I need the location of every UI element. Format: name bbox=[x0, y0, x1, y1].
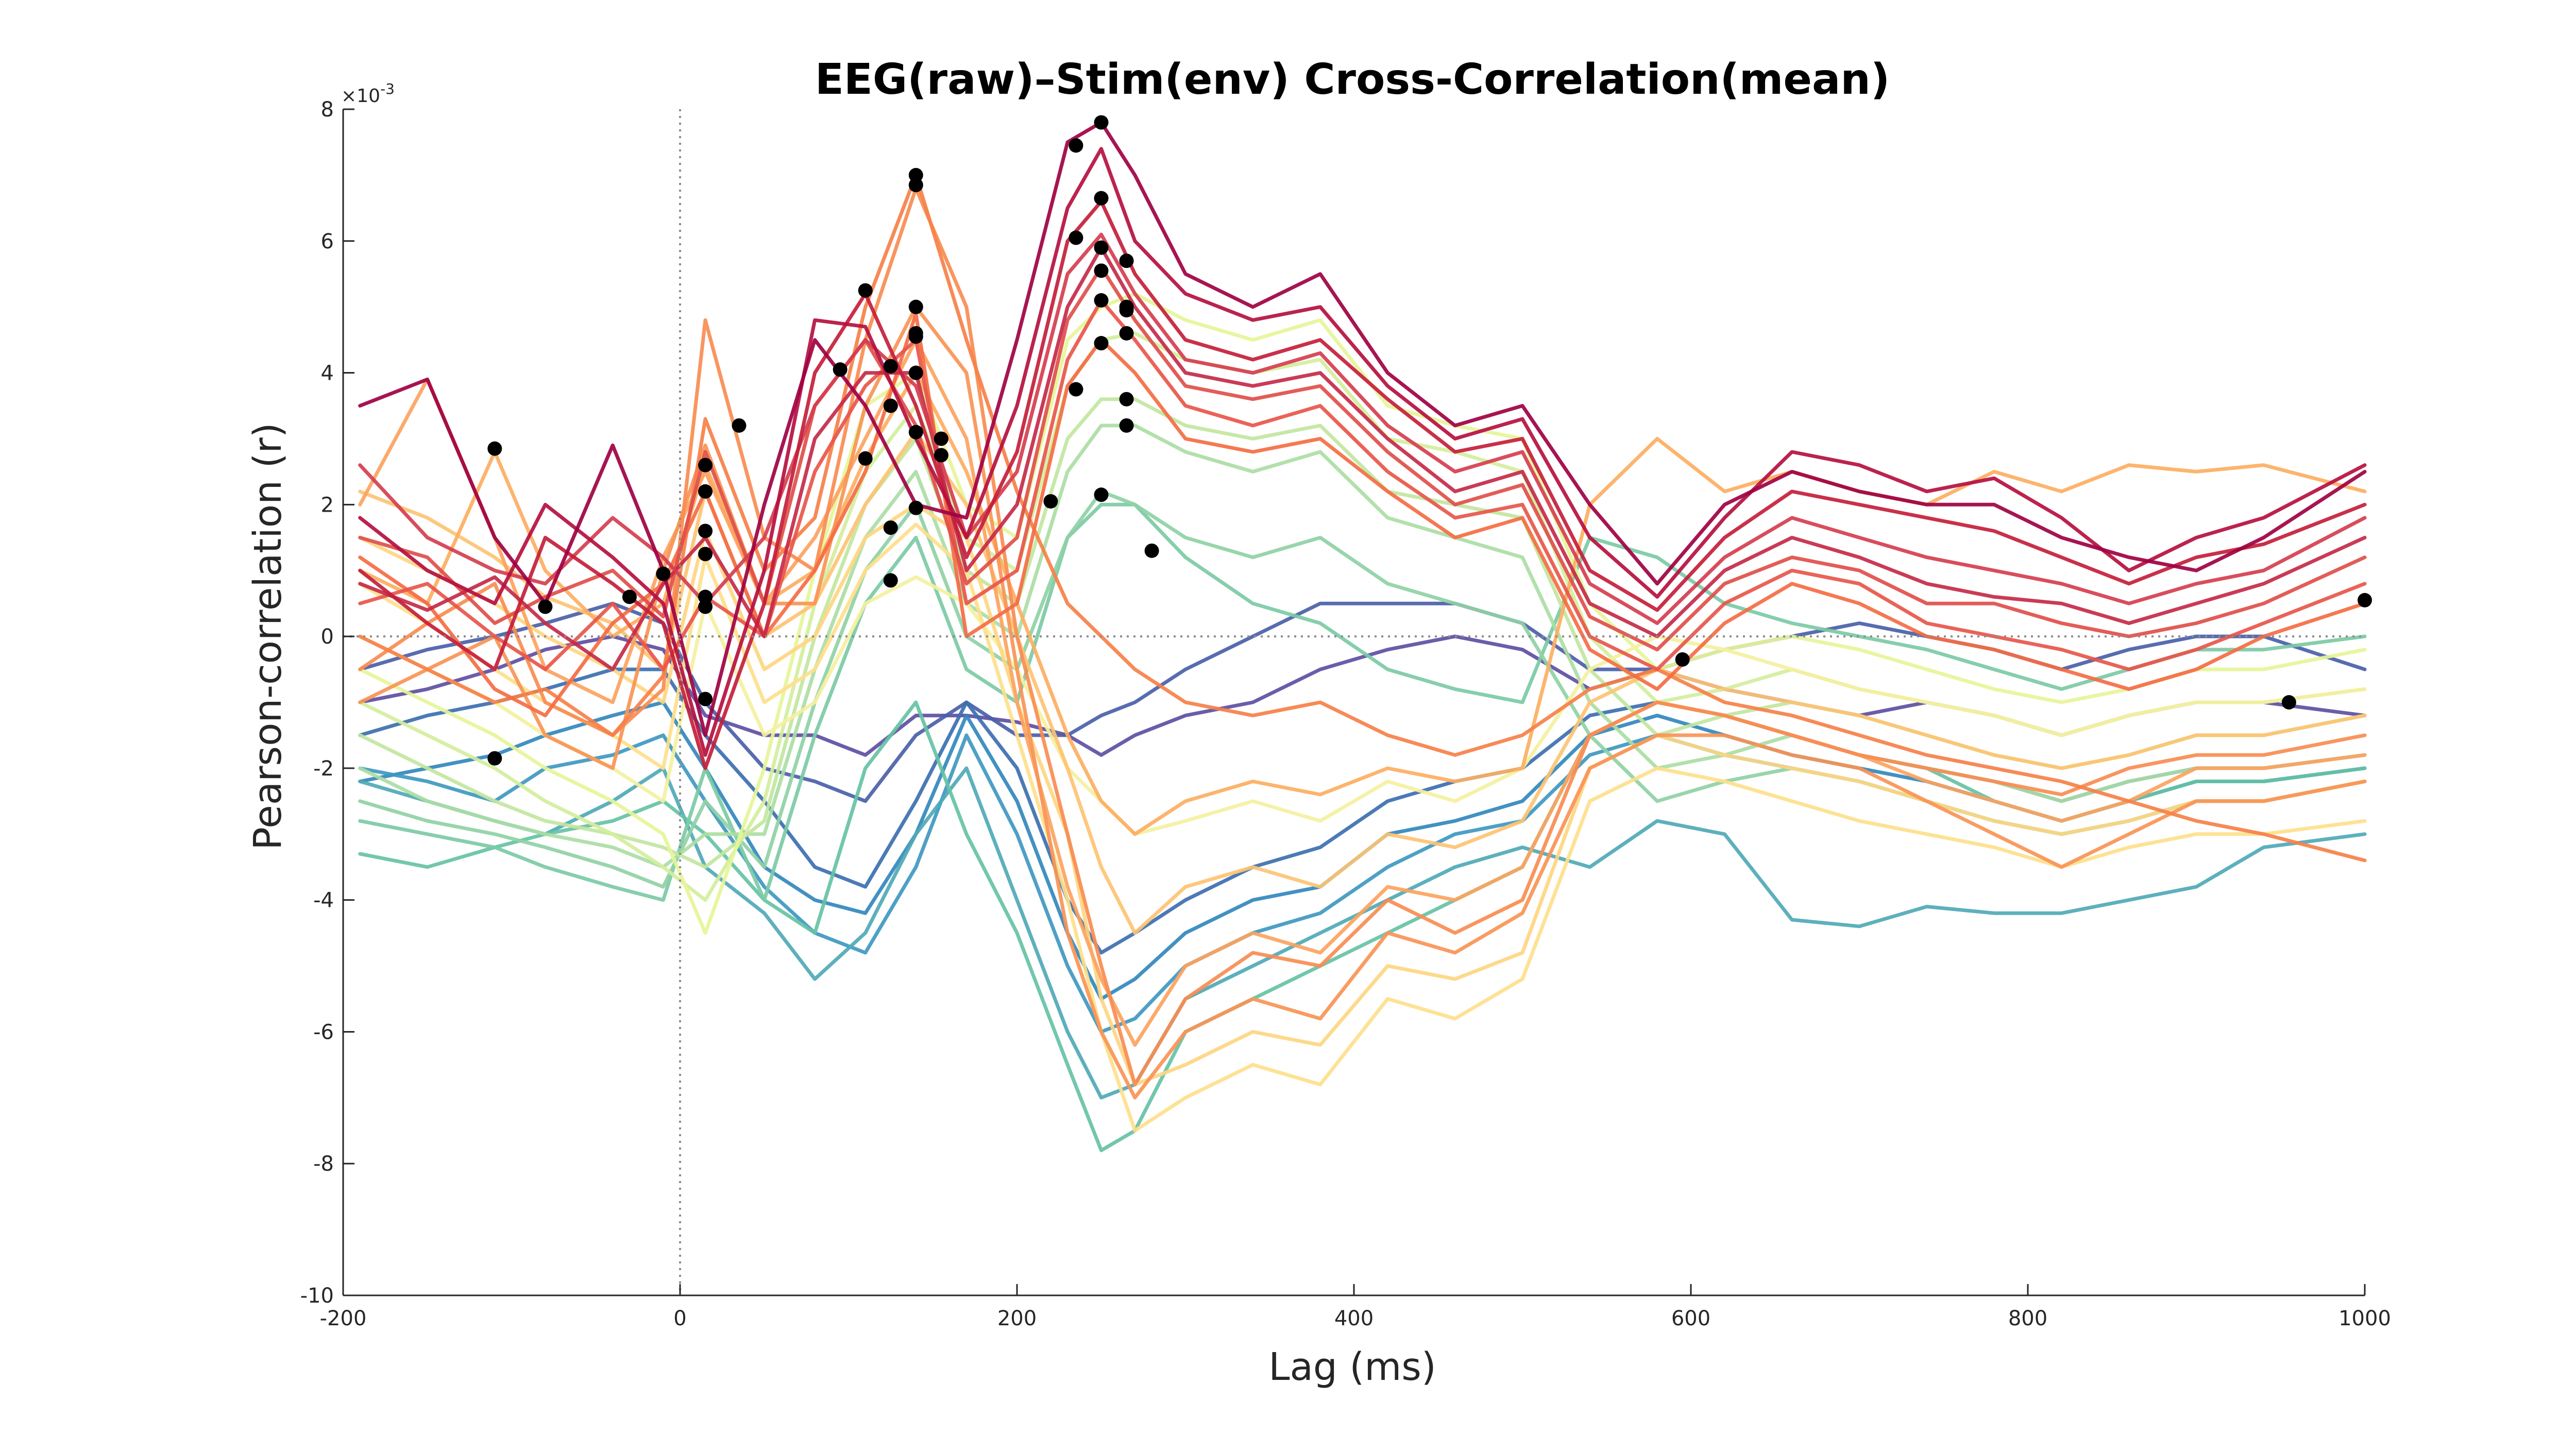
y-tick-label: -4 bbox=[313, 889, 334, 913]
y-axis-label: Pearson-correlation (r) bbox=[246, 423, 290, 850]
plot-lines bbox=[358, 121, 2367, 1153]
series-line bbox=[358, 187, 2367, 1087]
peak-marker bbox=[908, 299, 923, 314]
y-tick-label: 6 bbox=[321, 230, 334, 254]
y-exponent-base: ×10 bbox=[341, 86, 380, 107]
peak-marker bbox=[1144, 543, 1159, 558]
peak-marker bbox=[732, 418, 747, 433]
peak-marker bbox=[1094, 191, 1109, 206]
y-tick-label: 8 bbox=[321, 98, 334, 122]
series-line bbox=[358, 265, 2367, 652]
zero-lines bbox=[343, 109, 2365, 1295]
y-tick-label: -10 bbox=[300, 1284, 334, 1308]
peak-marker bbox=[698, 484, 713, 499]
series-line bbox=[358, 121, 2367, 737]
peak-marker bbox=[1069, 138, 1083, 153]
peak-marker bbox=[908, 326, 923, 341]
series-line bbox=[358, 575, 2367, 836]
series-line bbox=[358, 298, 2367, 671]
series-line bbox=[358, 232, 2367, 625]
peak-marker bbox=[883, 398, 898, 413]
x-tick-label: 1000 bbox=[2338, 1307, 2391, 1330]
peak-marker bbox=[698, 691, 713, 706]
y-tick-label: -2 bbox=[313, 757, 334, 781]
series-line bbox=[358, 173, 2367, 863]
peak-marker bbox=[656, 566, 671, 581]
peak-marker bbox=[622, 589, 637, 604]
y-tick-label: 2 bbox=[321, 493, 334, 517]
y-tick-label: 4 bbox=[321, 362, 334, 385]
peak-marker bbox=[1094, 115, 1109, 130]
peak-marker bbox=[908, 167, 923, 182]
peak-marker bbox=[487, 751, 502, 766]
peak-marker bbox=[1094, 263, 1109, 278]
peak-marker bbox=[1675, 652, 1690, 667]
y-axis-exponent: ×10-3 bbox=[341, 80, 395, 107]
series-line bbox=[358, 292, 2367, 935]
peak-marker bbox=[2358, 593, 2372, 608]
peak-marker bbox=[883, 520, 898, 535]
series-line bbox=[358, 502, 2367, 902]
x-tick-label: 800 bbox=[2008, 1307, 2047, 1330]
chart-title: EEG(raw)–Stim(env) Cross-Correlation(mea… bbox=[815, 55, 1890, 104]
peak-marker bbox=[1094, 336, 1109, 351]
x-tick-label: 400 bbox=[1334, 1307, 1374, 1330]
peak-marker bbox=[883, 573, 898, 588]
y-exponent-power: -3 bbox=[380, 80, 395, 97]
peak-marker bbox=[1094, 487, 1109, 502]
y-tick-label: -6 bbox=[313, 1020, 334, 1044]
peak-marker bbox=[487, 441, 502, 456]
peak-marker bbox=[1094, 240, 1109, 255]
peak-marker bbox=[1119, 392, 1134, 407]
peak-marker bbox=[538, 599, 553, 614]
peak-marker bbox=[833, 362, 848, 377]
series-line bbox=[358, 199, 2367, 770]
series-line bbox=[358, 147, 2367, 757]
x-axis-label: Lag (ms) bbox=[1268, 1345, 1436, 1389]
peak-marker bbox=[698, 524, 713, 538]
y-axis-ticks: -10 -8 -6 -4 -2 0 2 4 6 8 bbox=[300, 98, 354, 1308]
peak-marker bbox=[908, 365, 923, 380]
peak-marker bbox=[1094, 293, 1109, 308]
peak-marker bbox=[698, 458, 713, 473]
y-tick-label: 0 bbox=[321, 625, 334, 649]
peak-marker bbox=[698, 547, 713, 562]
x-tick-label: 0 bbox=[673, 1307, 686, 1330]
peak-marker bbox=[1043, 494, 1058, 509]
peak-marker bbox=[698, 589, 713, 604]
x-axis-ticks: -200 0 200 400 600 800 1000 bbox=[320, 1284, 2391, 1330]
x-tick-label: 200 bbox=[997, 1307, 1037, 1330]
series-line bbox=[358, 246, 2367, 671]
peak-marker bbox=[934, 448, 948, 463]
peak-marker bbox=[1119, 303, 1134, 318]
peak-marker bbox=[908, 425, 923, 440]
peak-marker bbox=[1119, 326, 1134, 341]
peak-marker bbox=[1119, 418, 1134, 433]
peak-marker bbox=[858, 451, 873, 466]
peak-marker bbox=[883, 359, 898, 374]
peak-marker bbox=[1069, 382, 1083, 397]
peak-marker bbox=[1119, 254, 1134, 268]
peak-marker bbox=[698, 599, 713, 614]
series-line bbox=[358, 502, 2367, 1087]
peak-marker bbox=[908, 500, 923, 515]
y-tick-label: -8 bbox=[313, 1152, 334, 1176]
peak-marker bbox=[1069, 230, 1083, 245]
x-tick-label: 600 bbox=[1671, 1307, 1710, 1330]
axes: -200 0 200 400 600 800 1000 -10 -8 -6 -4 -2 0 2 4 6 8 bbox=[300, 98, 2391, 1330]
x-tick-label: -200 bbox=[320, 1307, 367, 1330]
peak-marker bbox=[858, 283, 873, 298]
peak-marker bbox=[2281, 695, 2296, 710]
peak-marker bbox=[934, 431, 948, 446]
peak-marker bbox=[908, 178, 923, 193]
peak-markers bbox=[487, 115, 2372, 766]
series-line bbox=[358, 522, 2367, 1133]
